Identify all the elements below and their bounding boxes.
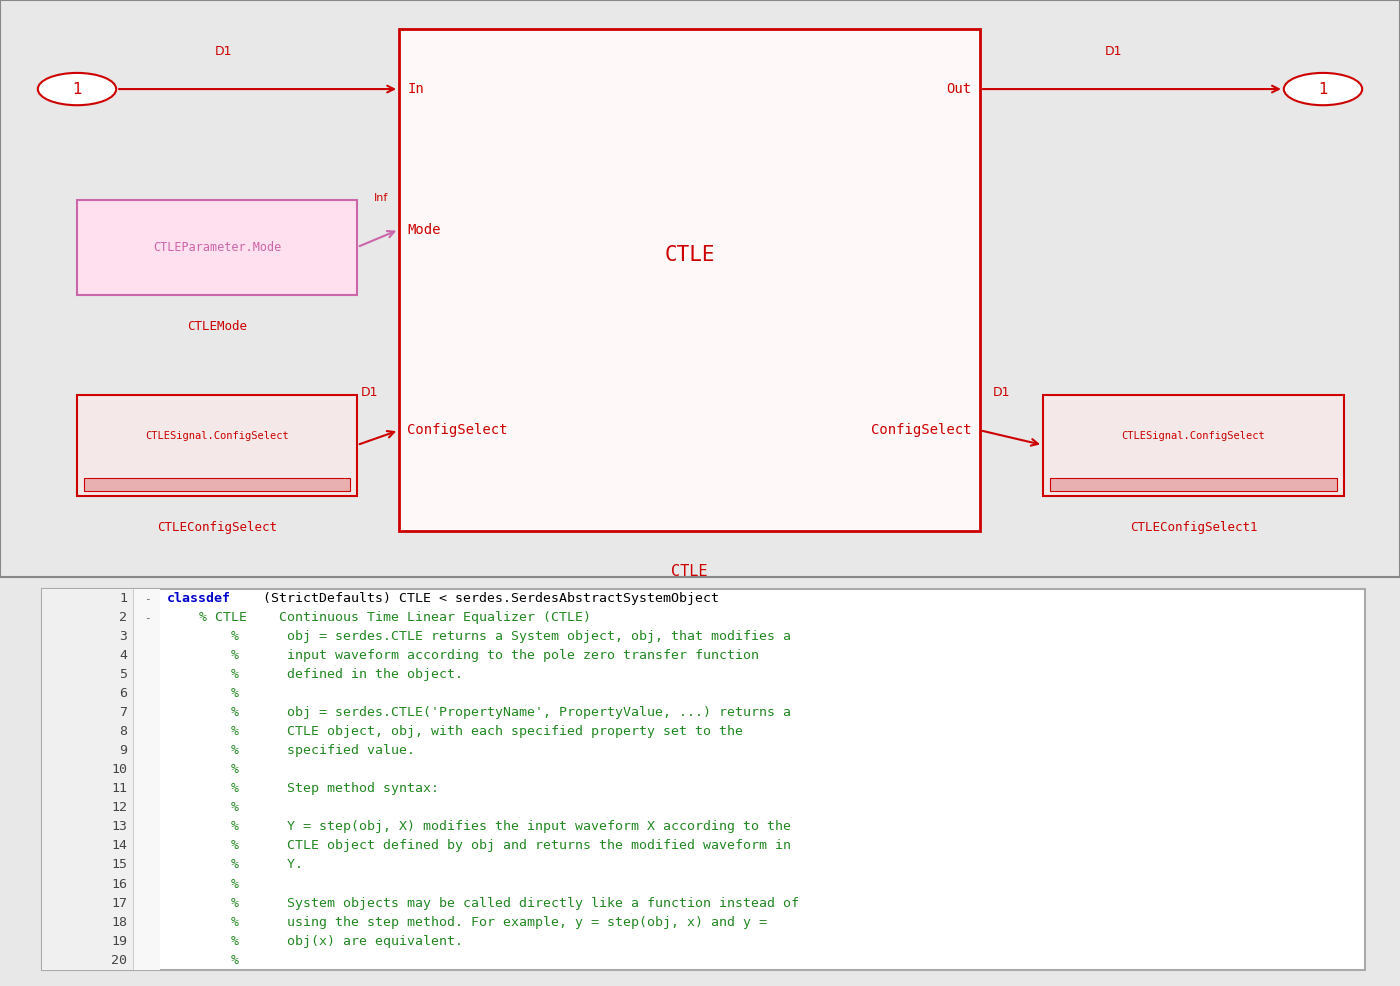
Text: %      obj = serdes.CTLE('PropertyName', PropertyValue, ...) returns a: % obj = serdes.CTLE('PropertyName', Prop… <box>167 706 791 719</box>
Text: 12: 12 <box>112 802 127 814</box>
Text: 7: 7 <box>119 706 127 719</box>
Bar <box>399 29 980 530</box>
Text: CTLESignal.ConfigSelect: CTLESignal.ConfigSelect <box>1121 432 1266 442</box>
Text: %: % <box>167 953 238 966</box>
Text: % CTLE    Continuous Time Linear Equalizer (CTLE): % CTLE Continuous Time Linear Equalizer … <box>167 611 591 624</box>
Text: 8: 8 <box>119 726 127 739</box>
Text: CTLE: CTLE <box>671 564 708 579</box>
Text: ConfigSelect: ConfigSelect <box>871 423 972 438</box>
Text: 6: 6 <box>119 687 127 700</box>
Text: %: % <box>167 763 238 776</box>
Text: 2: 2 <box>119 611 127 624</box>
Text: 3: 3 <box>119 630 127 643</box>
Text: CTLE: CTLE <box>664 245 715 264</box>
Text: 17: 17 <box>112 896 127 909</box>
Text: CTLEParameter.Mode: CTLEParameter.Mode <box>153 241 281 253</box>
Bar <box>77 199 357 295</box>
Bar <box>77 394 357 496</box>
Text: %      Y = step(obj, X) modifies the input waveform X according to the: % Y = step(obj, X) modifies the input wa… <box>167 820 791 833</box>
Text: %      obj(x) are equivalent.: % obj(x) are equivalent. <box>167 935 462 948</box>
Text: D1: D1 <box>993 387 1009 399</box>
Text: -: - <box>144 594 150 603</box>
Text: Inf: Inf <box>374 193 388 203</box>
Text: 1: 1 <box>119 593 127 605</box>
Text: 11: 11 <box>112 782 127 796</box>
Text: In: In <box>407 82 424 96</box>
Text: D1: D1 <box>360 387 378 399</box>
Text: %      specified value.: % specified value. <box>167 744 414 757</box>
Text: %      CTLE object defined by obj and returns the modified waveform in: % CTLE object defined by obj and returns… <box>167 839 791 853</box>
Text: 19: 19 <box>112 935 127 948</box>
Text: D1: D1 <box>1105 45 1121 58</box>
Text: CTLESignal.ConfigSelect: CTLESignal.ConfigSelect <box>146 432 288 442</box>
Bar <box>84 478 350 491</box>
Text: %      input waveform according to the pole zero transfer function: % input waveform according to the pole z… <box>167 649 759 663</box>
Text: %      using the step method. For example, y = step(obj, x) and y =: % using the step method. For example, y … <box>167 916 767 929</box>
Text: 1: 1 <box>73 82 81 97</box>
Text: %      CTLE object, obj, with each specified property set to the: % CTLE object, obj, with each specified … <box>167 726 742 739</box>
Text: D1: D1 <box>216 45 232 58</box>
Text: %: % <box>167 687 238 700</box>
Circle shape <box>38 73 116 106</box>
Text: 13: 13 <box>112 820 127 833</box>
Text: CTLEConfigSelect1: CTLEConfigSelect1 <box>1130 521 1257 533</box>
Text: 1: 1 <box>1319 82 1327 97</box>
Text: %      defined in the object.: % defined in the object. <box>167 669 462 681</box>
Text: classdef: classdef <box>167 593 231 605</box>
Text: 18: 18 <box>112 916 127 929</box>
Text: 14: 14 <box>112 839 127 853</box>
Text: 5: 5 <box>119 669 127 681</box>
Text: 9: 9 <box>119 744 127 757</box>
Text: %      Y.: % Y. <box>167 859 302 872</box>
Text: %      obj = serdes.CTLE returns a System object, obj, that modifies a: % obj = serdes.CTLE returns a System obj… <box>167 630 791 643</box>
Bar <box>1043 394 1344 496</box>
Text: %: % <box>167 802 238 814</box>
Text: 10: 10 <box>112 763 127 776</box>
Bar <box>134 589 160 969</box>
Bar <box>133 589 134 969</box>
Text: -: - <box>144 612 150 622</box>
Text: 15: 15 <box>112 859 127 872</box>
Text: Out: Out <box>946 82 972 96</box>
Text: %: % <box>167 878 238 890</box>
Text: Mode: Mode <box>407 223 441 237</box>
Text: CTLEConfigSelect: CTLEConfigSelect <box>157 521 277 533</box>
Text: 20: 20 <box>112 953 127 966</box>
Bar <box>1050 478 1337 491</box>
Circle shape <box>1284 73 1362 106</box>
Text: %      Step method syntax:: % Step method syntax: <box>167 782 438 796</box>
Text: (StrictDefaults) CTLE < serdes.SerdesAbstractSystemObject: (StrictDefaults) CTLE < serdes.SerdesAbs… <box>255 593 718 605</box>
Text: 4: 4 <box>119 649 127 663</box>
Text: CTLEMode: CTLEMode <box>188 320 246 333</box>
Text: %      System objects may be called directly like a function instead of: % System objects may be called directly … <box>167 896 798 909</box>
Text: 16: 16 <box>112 878 127 890</box>
Bar <box>42 589 133 969</box>
Text: ConfigSelect: ConfigSelect <box>407 423 508 438</box>
